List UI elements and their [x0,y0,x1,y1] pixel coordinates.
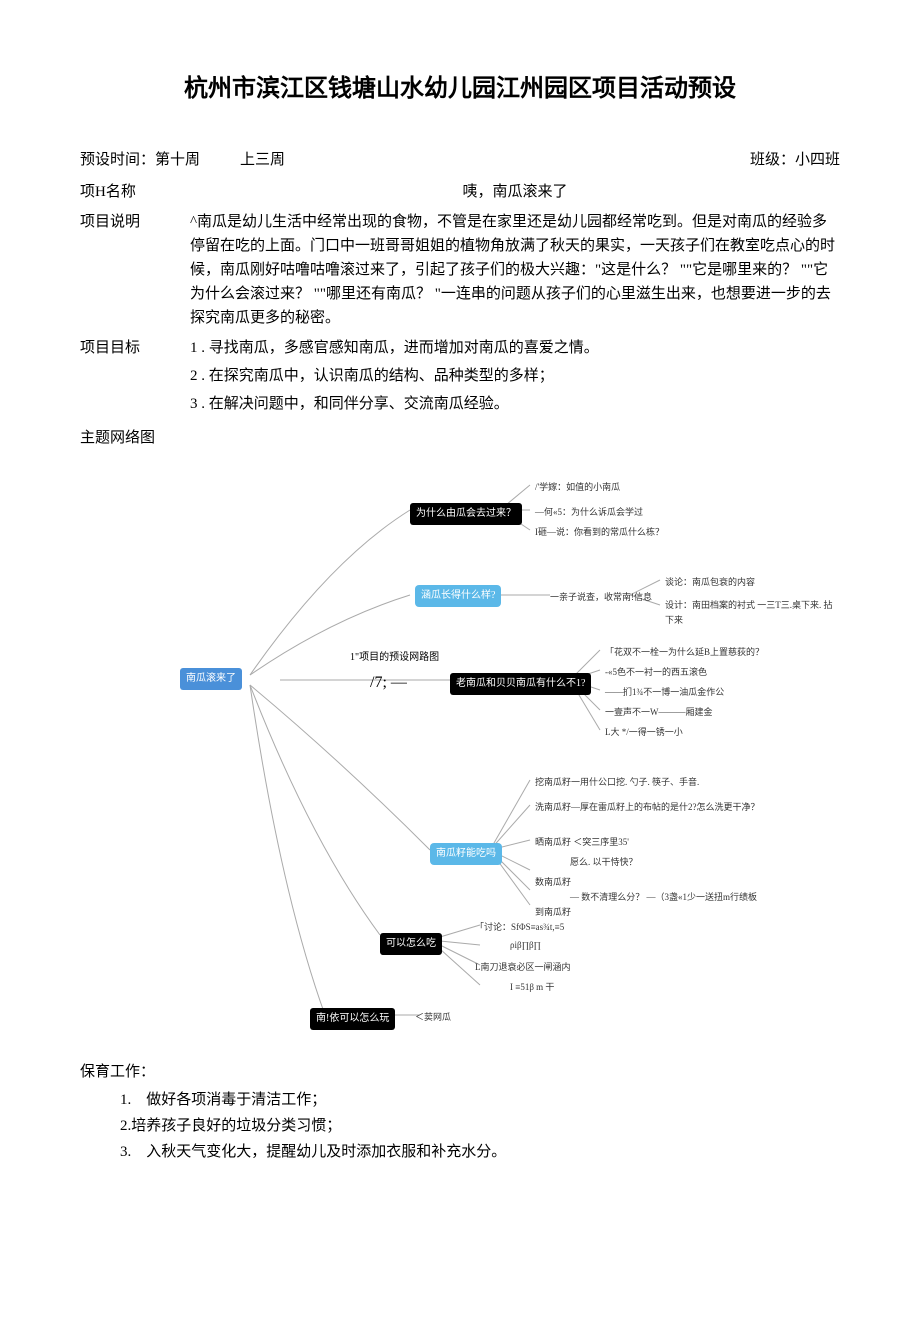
class-label: 班级：小四班 [750,148,840,172]
project-goal-row: 项目目标 1 . 寻找南瓜，多感官感知南瓜，进而增加对南瓜的喜爱之情。 2 . … [80,336,840,420]
branch-6: 南!依可以怎么玩 [310,1008,395,1030]
meta-row: 预设时间：第十周 上三周 班级：小四班 [80,148,840,172]
care-section: 保育工作： 1. 做好各项消毒于清洁工作； 2.培养孩子良好的垃圾分类习惯； 3… [80,1060,840,1164]
leaf-3e: L大 */一得一锈一小 [605,725,683,739]
center-text: 1"项目的预设网路图 [350,650,439,666]
project-desc-row: 项目说明 ^南瓜是幼儿生活中经常出现的食物，不管是在家里还是幼儿园都经常吃到。但… [80,210,840,330]
network-row: 主题网络图 [80,426,840,450]
leaf-3d: 一壹声不一W———厢建金 [605,705,713,719]
leaf-4e: 数南瓜籽 [535,875,571,889]
leaf-5a: 「讨论：SfΦS≡as¾t,≡5 [475,920,564,934]
page-title: 杭州市滨江区钱塘山水幼儿园江州园区项目活动预设 [80,70,840,108]
leaf-3c: ——扪1¾不一博一油瓜金作公 [605,685,724,699]
leaf-4g: 到南瓜籽 [535,905,571,919]
leaf-5b: ρiβ∏β∏ [510,938,541,952]
network-label: 主题网络图 [80,426,190,450]
preset-time: 预设时间：第十周 [80,148,200,172]
leaf-1a: /'学嫁：如值的小南瓜 [535,480,620,494]
project-desc-label: 项目说明 [80,210,190,330]
theme-network-diagram: 南瓜滚来了 1"项目的预设网路图 /7; — 为什么由瓜会去过来？ 涵瓜长得什么… [80,460,840,1040]
leaf-2c: 设计：南田档案的衬式 一三T三.桌下来. 拈下来 [665,598,835,627]
branch-5: 可以怎么吃 [380,933,442,955]
leaf-2a: 一亲子说查，收常南!信息 [550,590,652,604]
care-item-2: 2.培养孩子良好的垃圾分类习惯； [120,1114,840,1138]
project-name-row: 项H名称 咦，南瓜滚来了 [80,180,840,204]
care-label: 保育工作： [80,1060,840,1084]
leaf-3b: -«5色不一衬一的西五滚色 [605,665,707,679]
leaf-4d: 愿么. 以干恃快？ [570,855,638,869]
branch-1: 为什么由瓜会去过来？ [410,503,522,525]
care-item-1: 1. 做好各项消毒于清洁工作； [120,1088,840,1112]
goal-3: 3 . 在解决问题中，和同伴分享、交流南瓜经验。 [190,392,840,416]
project-goals: 1 . 寻找南瓜，多感官感知南瓜，进而增加对南瓜的喜爱之情。 2 . 在探究南瓜… [190,336,840,420]
project-desc-value: ^南瓜是幼儿生活中经常出现的食物，不管是在家里还是幼儿园都经常吃到。但是对南瓜的… [190,210,840,330]
leaf-4c: 晒南瓜籽 ＜突三序里35' [535,835,629,849]
goal-1: 1 . 寻找南瓜，多感官感知南瓜，进而增加对南瓜的喜爱之情。 [190,336,840,360]
project-name-label: 项H名称 [80,180,190,204]
branch-3: 老南瓜和贝贝南瓜有什么不1? [450,673,591,695]
goal-2: 2 . 在探究南瓜中，认识南瓜的结构、品种类型的多样； [190,364,840,388]
branch-2: 涵瓜长得什么样? [415,585,501,607]
project-name-value: 咦，南瓜滚来了 [190,180,840,204]
leaf-5c: L南刀退衰必区一闸涵内 [475,960,571,974]
sub-time: 上三周 [240,148,285,172]
leaf-4b: 洗南瓜籽—厚在雷瓜籽上的布帖的是什2?怎么洗更干净？ [535,800,760,814]
diagram-lines [80,460,840,1040]
center-num: /7; — [370,670,407,696]
leaf-5d: I ≡51β m 干 [510,980,554,994]
leaf-1c: I砸—说：你看到的常瓜什么栋？ [535,525,664,539]
leaf-4f: — 数不清理么分？ —（3盏«1少一送扭m行绩板 [570,890,757,904]
leaf-4a: 挖南瓜籽一用什公口挖. 勺子. 筷子、手音. [535,775,699,789]
leaf-3a: 「花双不一栓一为什么延B上置慈荻的？ [605,645,764,659]
care-item-3: 3. 入秋天气变化大，提醒幼儿及时添加衣服和补充水分。 [120,1140,840,1164]
leaf-2b: 谈论：南瓜包衰的内容 [665,575,755,589]
branch-4: 南瓜籽能吃吗 [430,843,502,865]
root-node: 南瓜滚来了 [180,668,242,690]
project-goal-label: 项目目标 [80,336,190,420]
leaf-1b: —何«5：为什么诉瓜会学过 [535,505,643,519]
leaf-6a: ＜荬网瓜 [415,1010,451,1024]
care-list: 1. 做好各项消毒于清洁工作； 2.培养孩子良好的垃圾分类习惯； 3. 入秋天气… [120,1088,840,1164]
